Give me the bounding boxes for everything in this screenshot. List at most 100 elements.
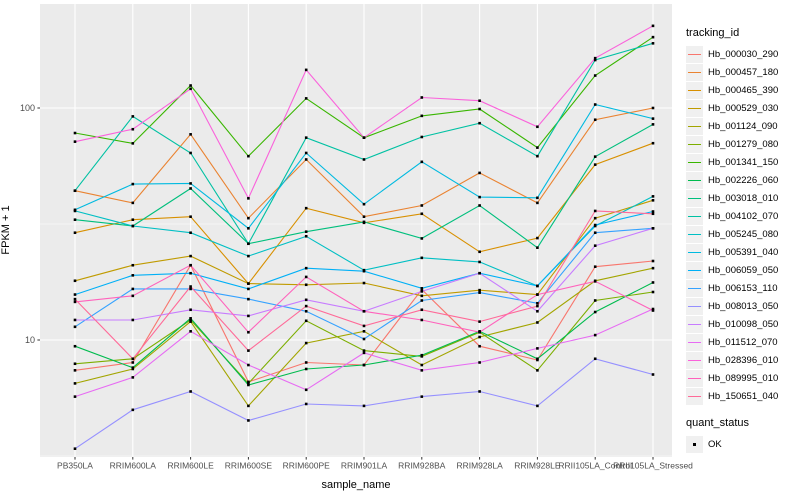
y-tick-label: 10	[25, 335, 35, 345]
legend-item-label: Hb_004102_070	[708, 210, 779, 222]
data-point	[131, 115, 135, 118]
data-point	[478, 330, 481, 334]
data-point	[304, 68, 308, 72]
y-tick-label: 100	[20, 103, 35, 113]
legend-item-label: Hb_150651_040	[708, 390, 779, 402]
legend-item-label: Hb_000457_180	[708, 66, 779, 78]
legend-key	[686, 369, 703, 387]
data-point	[478, 320, 481, 323]
data-point	[420, 299, 424, 302]
data-point	[651, 227, 655, 230]
data-point	[131, 142, 135, 145]
data-point	[189, 187, 192, 190]
data-point	[304, 319, 308, 323]
legend-key-line-icon	[688, 269, 701, 271]
legend-key-line-icon	[688, 53, 701, 55]
data-point	[536, 146, 539, 149]
legend-item-Hb_005391_040: Hb_005391_040	[686, 243, 800, 261]
data-point	[478, 361, 481, 364]
data-point	[131, 408, 135, 412]
legend-item-label: Hb_089995_010	[708, 372, 779, 384]
legend-item-label: Hb_008013_050	[708, 300, 779, 312]
x-tick-label: RRIM901LA	[341, 461, 388, 471]
data-point	[247, 382, 250, 385]
data-point	[73, 140, 77, 143]
data-point	[536, 201, 539, 205]
data-point	[536, 284, 539, 288]
data-point	[651, 35, 655, 39]
legend-item-label: Hb_028396_010	[708, 354, 779, 366]
data-point	[420, 290, 424, 293]
data-point	[536, 369, 539, 372]
legend-item-Hb_005245_080: Hb_005245_080	[686, 225, 800, 243]
legend-item-label: Hb_002226_060	[708, 174, 779, 186]
data-point	[478, 344, 481, 348]
data-point	[593, 58, 597, 62]
data-point	[362, 309, 366, 313]
legend-item-Hb_011512_070: Hb_011512_070	[686, 333, 800, 351]
data-point	[362, 202, 366, 206]
x-axis-title: sample_name	[321, 479, 391, 491]
data-point	[189, 215, 192, 218]
legend-item-label: Hb_001124_090	[708, 120, 778, 132]
data-point	[189, 182, 192, 185]
data-point	[420, 160, 424, 164]
legend-key-point-icon	[693, 442, 696, 446]
legend-key	[686, 243, 703, 261]
data-point	[131, 127, 135, 131]
data-point	[651, 290, 655, 294]
legend-key-line-icon	[688, 305, 701, 307]
data-point	[304, 298, 308, 302]
legend-title: tracking_id	[686, 27, 740, 39]
data-point	[189, 320, 192, 323]
data-point	[593, 209, 597, 213]
legend-item-label: Hb_000030_290	[708, 48, 779, 60]
data-point	[420, 212, 424, 216]
data-point	[478, 271, 481, 275]
data-point	[247, 349, 250, 352]
data-point	[304, 206, 308, 210]
data-point	[73, 300, 77, 304]
data-point	[304, 230, 308, 233]
data-point	[304, 304, 308, 308]
legend-item-Hb_028396_010: Hb_028396_010	[686, 351, 800, 369]
data-point	[478, 390, 481, 393]
legend-item-Hb_004102_070: Hb_004102_070	[686, 207, 800, 225]
data-point	[536, 357, 539, 361]
legend-item-Hb_001279_080: Hb_001279_080	[686, 135, 800, 153]
data-point	[189, 84, 192, 87]
data-point	[247, 383, 250, 387]
data-point	[304, 402, 308, 406]
data-point	[651, 106, 655, 110]
legend-key	[686, 189, 703, 207]
data-point	[362, 281, 366, 285]
data-point	[73, 447, 77, 450]
data-point	[593, 265, 597, 268]
data-point	[536, 154, 539, 158]
data-point	[247, 282, 250, 285]
data-point	[131, 361, 135, 364]
data-point	[362, 404, 366, 408]
data-point	[593, 216, 597, 220]
x-tick-label: RRIM928LA	[456, 461, 503, 471]
data-point	[304, 361, 308, 364]
x-tick-label: RRII105LA_Control	[558, 461, 632, 471]
data-point	[478, 99, 481, 103]
legend-item-Hb_089995_010: Hb_089995_010	[686, 369, 800, 387]
data-point	[131, 367, 135, 371]
legend-item-Hb_001341_150: Hb_001341_150	[686, 153, 800, 171]
legend-key-line-icon	[688, 359, 701, 361]
data-point	[593, 223, 597, 227]
data-point	[73, 218, 77, 222]
data-point	[593, 155, 597, 158]
legend-key-line-icon	[688, 143, 701, 145]
legend-item-label: Hb_006059_050	[708, 264, 779, 276]
data-point	[593, 310, 597, 314]
data-point	[131, 263, 135, 267]
data-point	[362, 363, 366, 367]
data-point	[478, 195, 481, 199]
data-point	[189, 317, 192, 320]
legend2-title: quant_status	[686, 417, 749, 429]
legend-item-Hb_002226_060: Hb_002226_060	[686, 171, 800, 189]
